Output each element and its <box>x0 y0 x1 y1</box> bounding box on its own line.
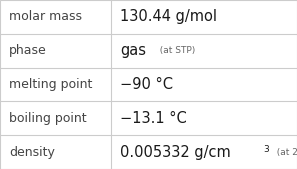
Text: gas: gas <box>120 43 146 58</box>
Text: (at 20 °C): (at 20 °C) <box>271 148 297 157</box>
Text: melting point: melting point <box>9 78 92 91</box>
Text: −90 °C: −90 °C <box>120 77 173 92</box>
Text: 0.005332 g/cm: 0.005332 g/cm <box>120 145 231 160</box>
Text: phase: phase <box>9 44 47 57</box>
Text: 3: 3 <box>263 145 269 154</box>
Text: density: density <box>9 146 55 159</box>
Text: boiling point: boiling point <box>9 112 86 125</box>
Text: 130.44 g/mol: 130.44 g/mol <box>120 9 217 24</box>
Text: (at STP): (at STP) <box>154 46 195 55</box>
Text: −13.1 °C: −13.1 °C <box>120 111 187 126</box>
Text: molar mass: molar mass <box>9 10 82 23</box>
